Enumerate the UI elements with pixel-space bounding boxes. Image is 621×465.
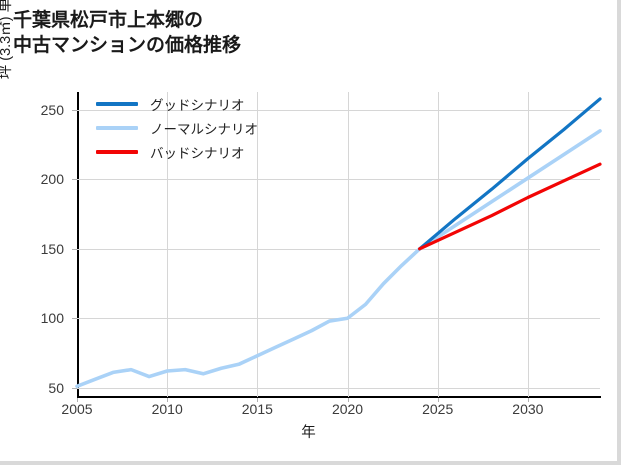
y-tick [72, 248, 77, 250]
x-gridline [527, 92, 529, 397]
y-tick-label: 100 [40, 310, 64, 327]
series-line-bad [418, 162, 602, 251]
y-axis-title-wrap: 坪 (3.3㎡) 単価 (万円) [0, 0, 40, 400]
x-tick-label: 2025 [422, 401, 454, 417]
series-line-good [418, 97, 602, 251]
y-tick [72, 110, 77, 112]
x-axis-title: 年 [301, 425, 316, 441]
legend-swatch-icon [96, 150, 138, 154]
legend-bad[interactable]: バッドシナリオ [96, 140, 258, 164]
y-gridline [77, 318, 600, 320]
x-tick-label: 2015 [241, 401, 273, 417]
y-tick [72, 387, 77, 389]
x-tick [437, 398, 439, 402]
y-gridline [77, 110, 600, 112]
y-axis-line [77, 92, 79, 398]
y-tick-label: 50 [48, 379, 64, 396]
x-tick-label: 2030 [512, 401, 544, 417]
x-tick-label: 2005 [61, 401, 93, 417]
y-axis-title: 坪 (3.3㎡) 単価 (万円) [0, 0, 14, 79]
x-tick-label: 2010 [151, 401, 183, 417]
x-gridline [347, 92, 349, 397]
x-tick [527, 398, 529, 402]
legend-label: ノーマルシナリオ [150, 122, 258, 137]
legend-swatch-icon [96, 126, 138, 130]
x-tick [257, 398, 259, 402]
y-tick [72, 318, 77, 320]
series-line-normal [75, 129, 602, 389]
chart-title: 千葉県松戸市上本郷の 中古マンションの価格推移 [13, 10, 242, 57]
y-tick-label: 250 [40, 102, 64, 119]
y-tick-label: 200 [40, 171, 64, 188]
x-tick [167, 398, 169, 402]
legend-label: グッドシナリオ [150, 98, 245, 113]
y-gridline [77, 179, 600, 181]
x-tick [347, 398, 349, 402]
legend-label: バッドシナリオ [150, 146, 245, 161]
x-gridline [437, 92, 439, 397]
legend-good[interactable]: グッドシナリオ [96, 92, 258, 116]
x-tick [77, 398, 78, 402]
legend-normal[interactable]: ノーマルシナリオ [96, 116, 258, 140]
y-gridline [77, 248, 600, 250]
x-tick-label: 2020 [331, 401, 364, 417]
chart-legend: グッドシナリオ ノーマルシナリオ バッドシナリオ [96, 92, 258, 164]
y-gridline [77, 387, 600, 389]
y-tick-label: 150 [40, 240, 64, 257]
y-tick [72, 179, 77, 181]
legend-swatch-icon [96, 102, 138, 106]
x-axis-line [77, 396, 601, 398]
